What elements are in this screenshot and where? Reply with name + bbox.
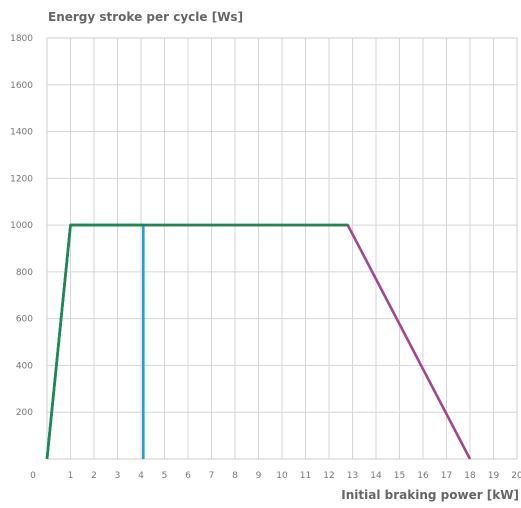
x-tick-label: 5	[162, 471, 168, 481]
x-tick-label: 3	[115, 471, 121, 481]
x-tick-label: 8	[232, 471, 238, 481]
y-tick-label: 1800	[10, 34, 33, 44]
x-tick-label: 2	[91, 471, 97, 481]
y-tick-label: 1600	[10, 81, 33, 91]
x-tick-label: 16	[417, 471, 429, 481]
y-tick-label: 1200	[10, 174, 33, 184]
x-tick-label: 12	[323, 471, 334, 481]
x-tick-label: 20	[511, 471, 521, 481]
y-axis-label: Energy stroke per cycle [Ws]	[48, 10, 244, 24]
x-tick-label: 4	[138, 471, 144, 481]
x-tick-labels: 0 1 2 3 4 5 6 7 8 9 10 11 12 13 14 15 16 17 18 19 20	[30, 471, 521, 481]
x-tick-label: 13	[347, 471, 358, 481]
series-line-2	[45, 223, 145, 460]
x-tick-label: 11	[300, 471, 311, 481]
x-tick-label: 18	[464, 471, 476, 481]
series-line-3	[45, 223, 348, 460]
x-tick-label: 1	[68, 471, 74, 481]
x-tick-label: 6	[185, 471, 191, 481]
x-tick-label: 7	[209, 471, 215, 481]
grid	[46, 37, 518, 460]
y-tick-label: 200	[16, 408, 33, 418]
x-tick-label: 17	[441, 471, 452, 481]
y-tick-label: 1000	[10, 221, 33, 231]
x-tick-label: 19	[488, 471, 500, 481]
series-lines	[45, 223, 472, 460]
x-tick-label: 0	[30, 471, 36, 481]
y-tick-label: 1400	[10, 128, 33, 138]
y-tick-labels: 200 400 600 800 1000 1200 1400 1600 1800	[10, 34, 33, 418]
y-tick-label: 600	[16, 315, 33, 325]
x-tick-label: 10	[276, 471, 288, 481]
x-tick-label: 9	[256, 471, 262, 481]
plot-frame	[46, 37, 518, 460]
x-tick-label: 15	[394, 471, 405, 481]
y-tick-label: 800	[16, 268, 33, 278]
x-tick-label: 14	[370, 471, 382, 481]
x-axis-label: Initial braking power [kW]	[341, 488, 519, 502]
y-tick-label: 400	[16, 361, 33, 371]
